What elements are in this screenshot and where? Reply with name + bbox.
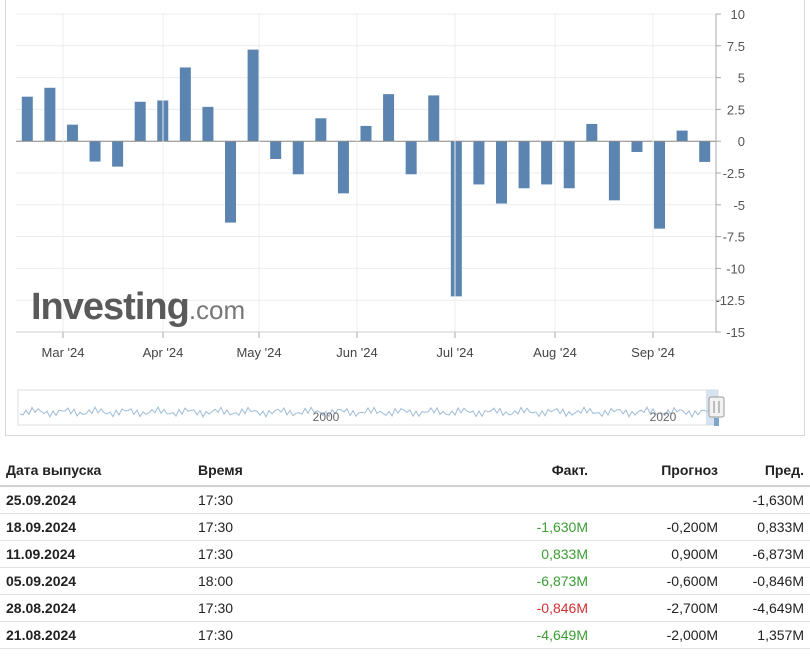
release-date-cell: 11.09.2024 xyxy=(0,540,192,568)
chart-bar xyxy=(337,141,349,194)
chart-bar xyxy=(202,106,214,142)
actual-cell: -4,649M xyxy=(464,621,594,649)
actual-cell: -0,846M xyxy=(464,594,594,622)
time-cell: 17:30 xyxy=(192,621,464,649)
x-tick-label: May '24 xyxy=(236,345,281,360)
chart-bar xyxy=(134,101,146,142)
chart-bar xyxy=(473,141,485,185)
chart-bar xyxy=(518,141,530,189)
table-row: 25.09.2024 17:30 -1,630M xyxy=(0,486,810,514)
release-date-cell: 18.09.2024 xyxy=(0,513,192,541)
chart-bar xyxy=(450,141,462,297)
y-tick-label: -10 xyxy=(726,261,745,276)
y-tick-label: -5 xyxy=(733,198,745,213)
time-cell: 17:30 xyxy=(192,513,464,541)
chart-panel: 10 7.5 5 2.5 0 -2.5 -5 -7.5 -10 -12.5 -15 Mar '24 Ap… xyxy=(5,0,805,436)
y-tick-label: 0 xyxy=(738,134,745,149)
previous-cell: -6,873M xyxy=(724,540,810,568)
chart-bar xyxy=(360,125,372,142)
col-time[interactable]: Время xyxy=(192,455,464,487)
navigator-scroll-thumb xyxy=(714,418,719,426)
navigator-handle[interactable] xyxy=(708,396,725,418)
chart-bar xyxy=(315,118,327,142)
chart-bar xyxy=(608,141,620,201)
time-cell: 17:30 xyxy=(192,540,464,568)
previous-cell: -0,846M xyxy=(724,567,810,595)
y-tick-label: -7.5 xyxy=(723,230,745,245)
chart-bar xyxy=(66,124,78,142)
actual-cell: -1,630M xyxy=(464,513,594,541)
x-tick-label: Mar '24 xyxy=(42,345,85,360)
forecast-cell: -2,000M xyxy=(594,621,724,649)
chart-bar xyxy=(225,141,237,223)
y-tick-label: -2.5 xyxy=(723,166,745,181)
investing-logo: Investing.com xyxy=(31,286,246,328)
y-tick-label: 5 xyxy=(738,71,745,86)
chart-bar xyxy=(631,141,643,152)
table-header-row: Дата выпуска Время Факт. Прогноз Пред. xyxy=(0,455,810,487)
chart-bar xyxy=(495,141,507,204)
table-row: 11.09.2024 17:30 0,833M 0,900M -6,873M xyxy=(0,540,810,568)
col-release-date[interactable]: Дата выпуска xyxy=(0,455,192,487)
forecast-cell: -2,700M xyxy=(594,594,724,622)
time-cell: 18:00 xyxy=(192,567,464,595)
chart-bar xyxy=(428,95,440,142)
previous-cell: -4,649M xyxy=(724,594,810,622)
chart-bar xyxy=(586,123,598,142)
chart-bar xyxy=(179,67,191,142)
actual-cell xyxy=(464,486,594,514)
chart-bar xyxy=(405,141,417,175)
actual-cell: 0,833M xyxy=(464,540,594,568)
table-row: 18.09.2024 17:30 -1,630M -0,200M 0,833M xyxy=(0,513,810,541)
col-previous[interactable]: Пред. xyxy=(724,455,810,487)
previous-cell: 1,357M xyxy=(724,621,810,649)
forecast-cell xyxy=(594,486,724,514)
time-cell: 17:30 xyxy=(192,486,464,514)
chart-bar xyxy=(654,141,666,229)
y-tick-label: 7.5 xyxy=(727,39,745,54)
x-tick-label: Jun '24 xyxy=(336,345,378,360)
x-tick-label: Jul '24 xyxy=(436,345,473,360)
navigator-series xyxy=(19,405,711,419)
col-forecast[interactable]: Прогноз xyxy=(594,455,724,487)
previous-cell: 0,833M xyxy=(724,513,810,541)
bar-chart: 10 7.5 5 2.5 0 -2.5 -5 -7.5 -10 -12.5 -15 Mar '24 Ap… xyxy=(16,7,745,426)
chart-bar xyxy=(21,96,33,142)
chart-bar xyxy=(676,130,688,142)
y-tick-label: 10 xyxy=(731,7,745,22)
chart-bar xyxy=(44,87,56,142)
forecast-cell: -0,600M xyxy=(594,567,724,595)
table-row: 05.09.2024 18:00 -6,873M -0,600M -0,846M xyxy=(0,567,810,595)
actual-cell: -6,873M xyxy=(464,567,594,595)
col-actual[interactable]: Факт. xyxy=(464,455,594,487)
release-date-cell: 21.08.2024 xyxy=(0,621,192,649)
y-tick-label: -12.5 xyxy=(715,293,745,308)
release-date-cell: 28.08.2024 xyxy=(0,594,192,622)
chart-bar xyxy=(247,49,259,142)
table-row: 21.08.2024 17:30 -4,649M -2,000M 1,357M xyxy=(0,621,810,649)
previous-cell: -1,630M xyxy=(724,486,810,514)
x-tick-label: Aug '24 xyxy=(533,345,577,360)
chart-bar xyxy=(89,141,101,162)
navigator-label: 2020 xyxy=(650,410,677,424)
x-tick-label: Sep '24 xyxy=(631,345,675,360)
time-cell: 17:30 xyxy=(192,594,464,622)
release-date-cell: 25.09.2024 xyxy=(0,486,192,514)
table-row: 28.08.2024 17:30 -0,846M -2,700M -4,649M xyxy=(0,594,810,622)
chart-bar xyxy=(699,141,711,162)
forecast-cell: 0,900M xyxy=(594,540,724,568)
navigator-label: 2000 xyxy=(313,410,340,424)
chart-bar xyxy=(563,141,575,189)
chart-bar xyxy=(541,141,553,185)
chart-bar xyxy=(383,94,395,142)
chart-bar xyxy=(270,141,282,160)
events-table: Дата выпуска Время Факт. Прогноз Пред. 2… xyxy=(0,455,810,649)
y-tick-label: -15 xyxy=(726,325,745,340)
release-date-cell: 05.09.2024 xyxy=(0,567,192,595)
forecast-cell: -0,200M xyxy=(594,513,724,541)
chart-bar xyxy=(112,141,124,167)
chart-bar xyxy=(292,141,304,175)
y-tick-label: 2.5 xyxy=(727,102,745,117)
x-tick-label: Apr '24 xyxy=(143,345,184,360)
